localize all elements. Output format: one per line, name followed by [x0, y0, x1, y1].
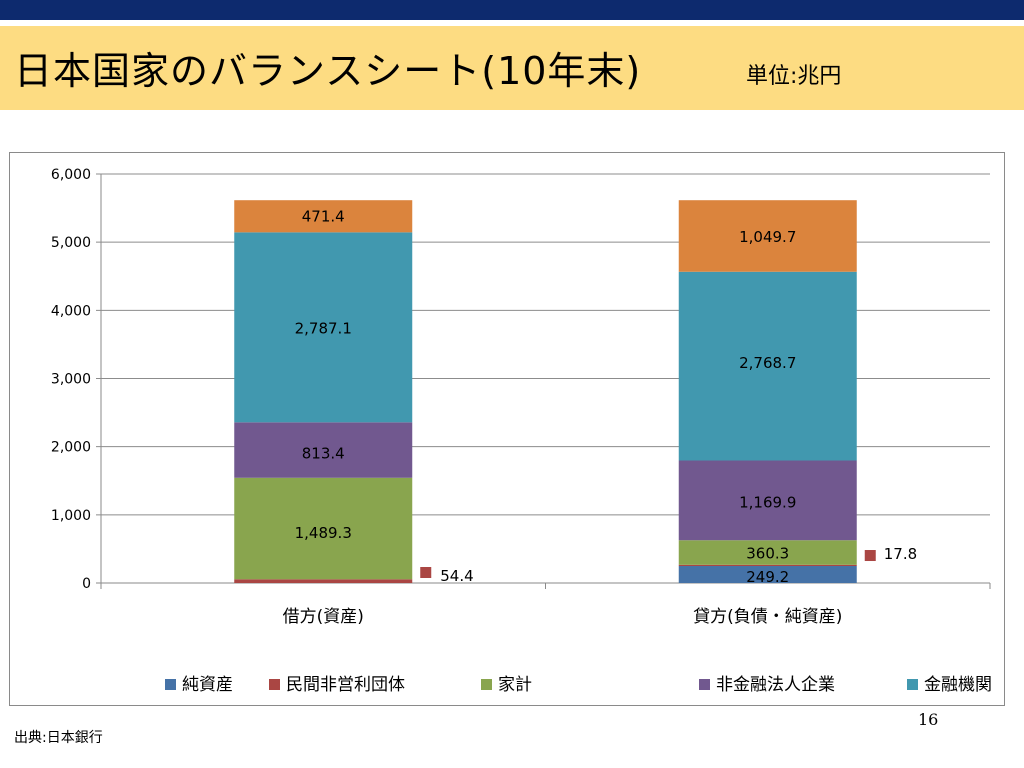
title-band — [0, 26, 1024, 110]
data-label: 17.8 — [884, 545, 917, 563]
x-tick-label: 借方(資産) — [283, 607, 364, 627]
bar-segment — [234, 477, 413, 580]
legend-swatch — [165, 679, 176, 690]
x-tick-label: 貸方(負債・純資産) — [693, 607, 842, 627]
legend-label: 民間非営利団体 — [286, 675, 405, 695]
bar-segment — [678, 271, 857, 461]
legend-label: 家計 — [498, 675, 532, 695]
bar-segment — [678, 540, 857, 565]
data-label: 249.2 — [746, 568, 789, 586]
data-label-marker — [420, 567, 432, 578]
y-tick-label: 4,000 — [51, 303, 91, 319]
y-tick-label: 3,000 — [51, 372, 91, 388]
data-label: 54.4 — [440, 567, 473, 585]
page-number: 16 — [918, 710, 939, 729]
bar-segment — [678, 564, 857, 567]
y-tick-label: 2,000 — [51, 440, 91, 456]
data-label: 1,489.3 — [295, 524, 352, 542]
bar-segment — [678, 200, 857, 272]
data-label: 1,049.7 — [739, 228, 796, 246]
page-title: 日本国家のバランスシート(10年末) — [14, 49, 642, 93]
legend-label: 純資産 — [182, 675, 233, 695]
bar-segment — [234, 579, 413, 583]
data-label: 471.4 — [302, 207, 345, 225]
legend-swatch — [907, 679, 918, 690]
y-tick-label: 0 — [82, 576, 91, 592]
top-bar-divider — [0, 20, 1024, 23]
legend-swatch — [481, 679, 492, 690]
unit-label: 単位:兆円 — [746, 64, 842, 89]
y-tick-label: 1,000 — [51, 508, 91, 524]
legend-swatch — [269, 679, 280, 690]
y-tick-label: 6,000 — [51, 167, 91, 183]
bar-segment — [678, 460, 857, 541]
legend-swatch — [699, 679, 710, 690]
data-label: 1,169.9 — [739, 493, 796, 511]
bar-segment — [234, 422, 413, 478]
bar-segment — [234, 232, 413, 423]
bar-segment — [234, 200, 413, 233]
data-label: 2,787.1 — [295, 319, 352, 337]
data-label-marker — [864, 550, 876, 562]
legend-label: 非金融法人企業 — [716, 675, 835, 695]
y-tick-label: 5,000 — [51, 235, 91, 251]
data-label: 360.3 — [746, 545, 789, 563]
legend-label: 金融機関 — [924, 675, 992, 695]
data-label: 813.4 — [302, 444, 345, 462]
top-bar — [0, 0, 1024, 20]
data-label: 2,768.7 — [739, 354, 796, 372]
source-note: 出典:日本銀行 — [14, 730, 103, 746]
bar-segment — [678, 566, 857, 583]
